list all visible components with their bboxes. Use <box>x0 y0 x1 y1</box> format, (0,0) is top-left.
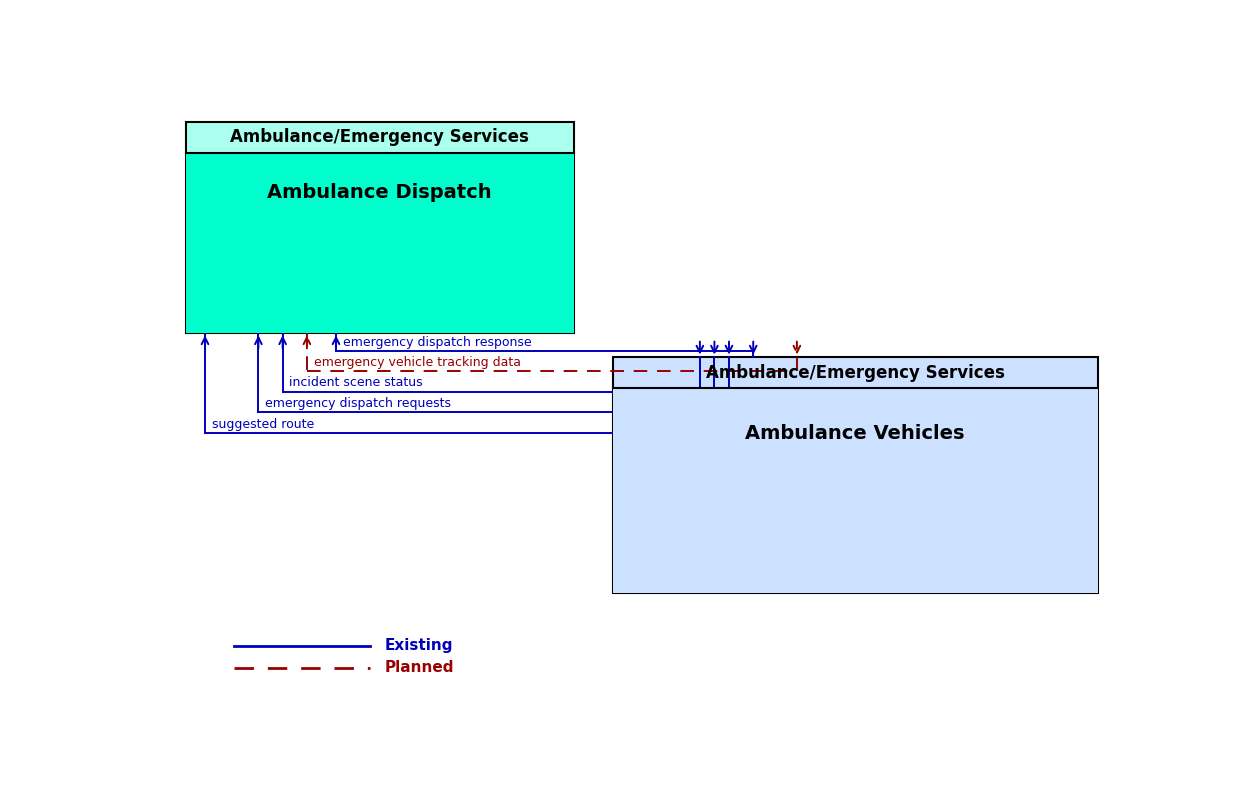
Text: Ambulance Vehicles: Ambulance Vehicles <box>745 424 965 443</box>
Bar <box>612 357 1098 593</box>
Text: emergency dispatch response: emergency dispatch response <box>343 335 531 349</box>
Text: Planned: Planned <box>384 660 454 675</box>
Text: Existing: Existing <box>384 638 453 654</box>
Text: Ambulance Dispatch: Ambulance Dispatch <box>268 183 492 202</box>
Bar <box>185 152 573 333</box>
Text: suggested route: suggested route <box>212 418 314 430</box>
Text: Ambulance/Emergency Services: Ambulance/Emergency Services <box>230 128 530 146</box>
Bar <box>612 388 1098 593</box>
Text: emergency vehicle tracking data: emergency vehicle tracking data <box>314 355 521 368</box>
Bar <box>185 122 573 333</box>
Text: Ambulance/Emergency Services: Ambulance/Emergency Services <box>706 364 1004 382</box>
Text: incident scene status: incident scene status <box>289 376 423 389</box>
Text: emergency dispatch requests: emergency dispatch requests <box>265 397 451 409</box>
